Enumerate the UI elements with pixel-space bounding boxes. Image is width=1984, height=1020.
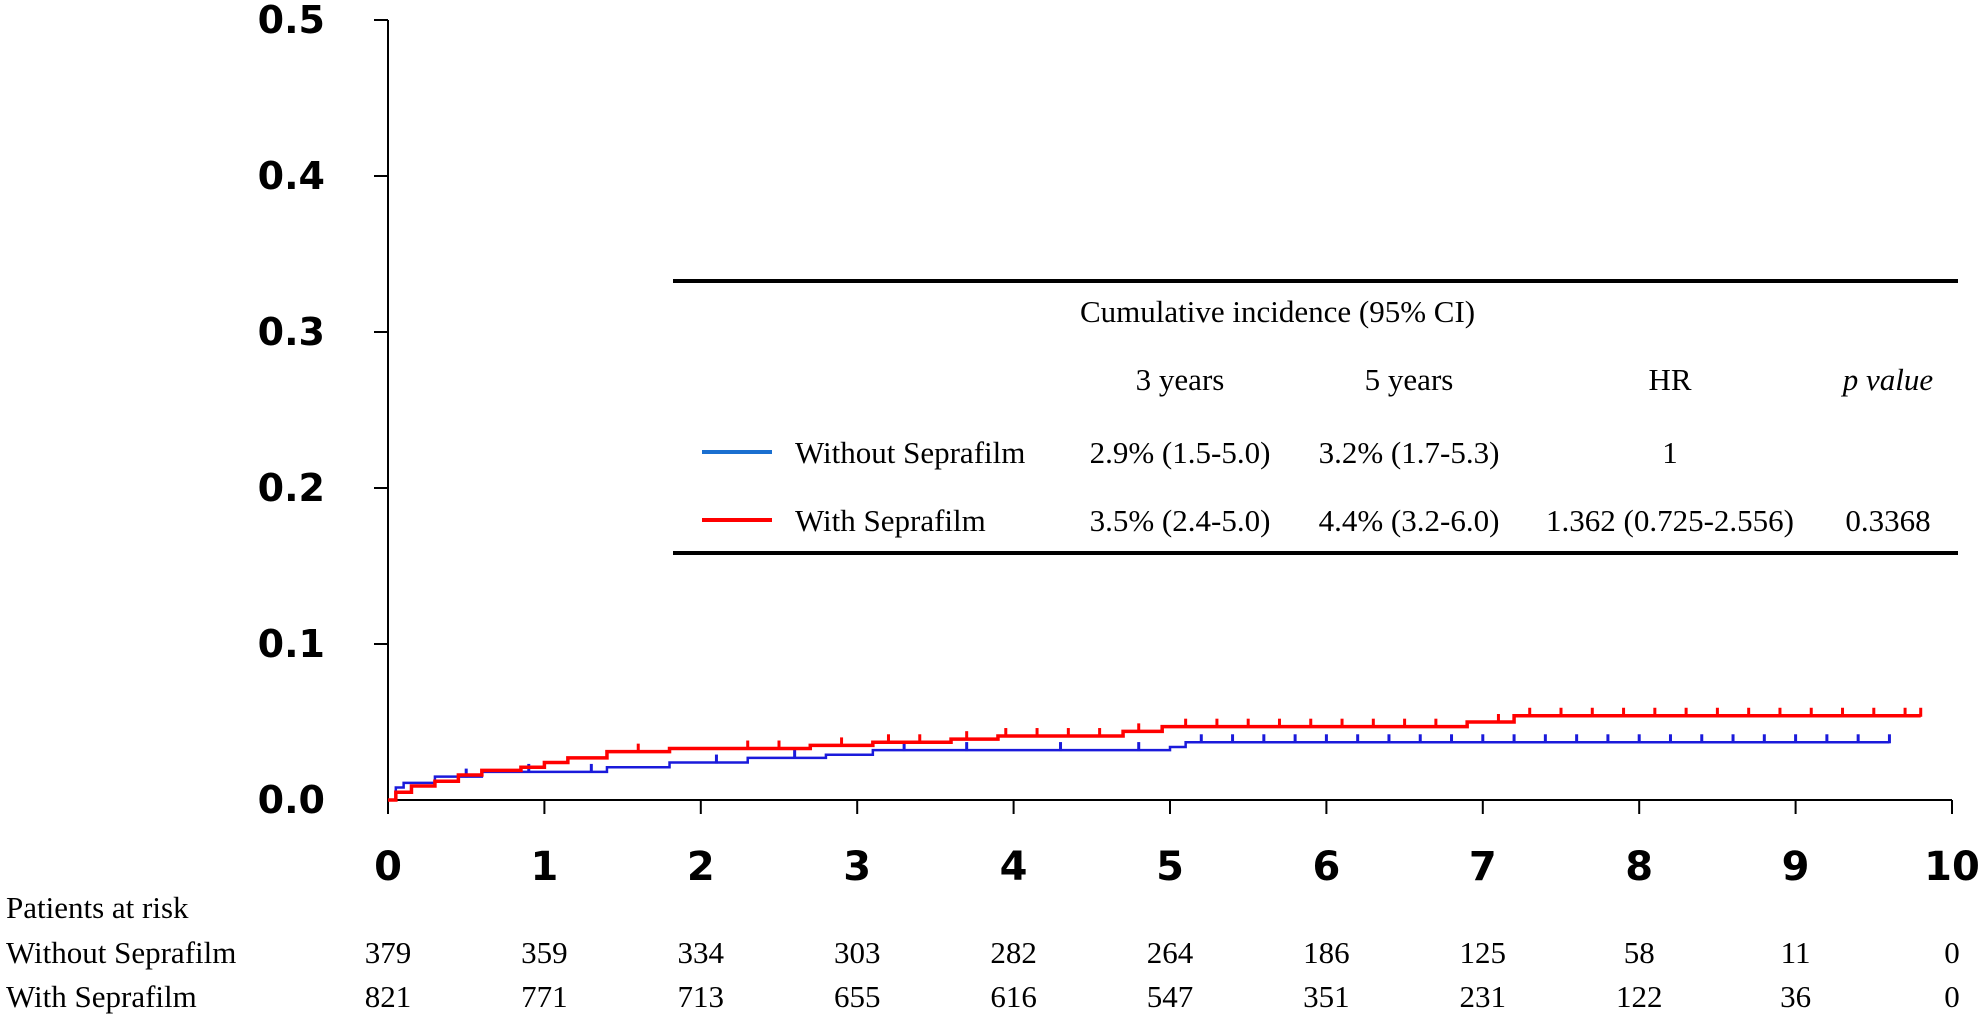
risk-value: 186 [1303,935,1350,970]
x-tick-label: 5 [1156,844,1184,890]
risk-value: 0 [1944,935,1960,970]
x-tick-label: 2 [687,844,715,890]
risk-table-title: Patients at risk [6,890,189,925]
x-tick-label: 3 [843,844,871,890]
series-line-without-seprafilm [388,741,1890,802]
risk-value: 379 [365,935,412,970]
curve-group [388,707,1923,802]
x-tick-group: 0 1 2 3 4 5 6 7 8 9 10 [374,800,1980,890]
legend-with-5y: 4.4% (3.2-6.0) [1319,503,1500,538]
legend-with-p: 0.3368 [1845,503,1930,538]
y-tick-group: 0.0 0.1 0.2 0.3 0.4 0.5 [258,0,388,822]
series-line-with-seprafilm [388,714,1921,802]
legend-col-3-years: 3 years [1136,362,1225,397]
legend-without-5y: 3.2% (1.7-5.3) [1319,435,1500,470]
legend-label-with: With Seprafilm [795,503,986,538]
risk-value: 125 [1460,935,1507,970]
legend-table-header: Cumulative incidence (95% CI) [1080,294,1475,329]
legend-col-p-value: p value [1841,362,1934,397]
risk-value: 655 [834,979,881,1014]
x-tick-label: 7 [1469,844,1497,890]
legend-without-hr: 1 [1662,435,1678,470]
x-tick-label: 9 [1782,844,1810,890]
x-tick-label: 10 [1924,844,1980,890]
risk-value: 58 [1624,935,1655,970]
risk-value: 359 [521,935,568,970]
risk-value: 821 [365,979,412,1014]
legend-label-without: Without Seprafilm [795,435,1025,470]
x-tick-label: 1 [530,844,558,890]
legend-without-3y: 2.9% (1.5-5.0) [1090,435,1271,470]
risk-value: 264 [1147,935,1194,970]
risk-row-label-with: With Seprafilm [6,979,197,1014]
x-tick-label: 6 [1312,844,1340,890]
risk-value: 713 [678,979,725,1014]
risk-value: 334 [678,935,725,970]
risk-values-group: 379 359 334 303 282 264 186 125 58 11 0 821 771 713 65… [365,935,1960,1014]
legend-with-3y: 3.5% (2.4-5.0) [1090,503,1271,538]
legend-col-5-years: 5 years [1365,362,1454,397]
risk-value: 11 [1781,935,1811,970]
risk-value: 231 [1460,979,1507,1014]
y-tick-label: 0.1 [258,622,325,666]
legend-table: Cumulative incidence (95% CI) 3 years 5 … [673,279,1958,555]
x-tick-label: 8 [1625,844,1653,890]
risk-row-label-without: Without Seprafilm [6,935,236,970]
risk-value: 36 [1780,979,1811,1014]
risk-value: 547 [1147,979,1194,1014]
legend-with-hr: 1.362 (0.725-2.556) [1546,503,1794,538]
risk-value: 771 [521,979,568,1014]
y-tick-label: 0.4 [258,154,325,198]
x-tick-label: 4 [1000,844,1028,890]
risk-value: 282 [990,935,1037,970]
risk-value: 0 [1944,979,1960,1014]
risk-table: Patients at risk Without Seprafilm With … [6,890,1960,1014]
y-tick-label: 0.0 [258,778,325,822]
y-tick-label: 0.5 [258,0,325,42]
y-tick-label: 0.3 [258,310,325,354]
risk-value: 616 [990,979,1037,1014]
y-tick-label: 0.2 [258,466,325,510]
risk-value: 122 [1616,979,1663,1014]
risk-value: 303 [834,935,881,970]
risk-value: 351 [1303,979,1350,1014]
legend-col-hr: HR [1648,362,1691,397]
x-tick-label: 0 [374,844,402,890]
